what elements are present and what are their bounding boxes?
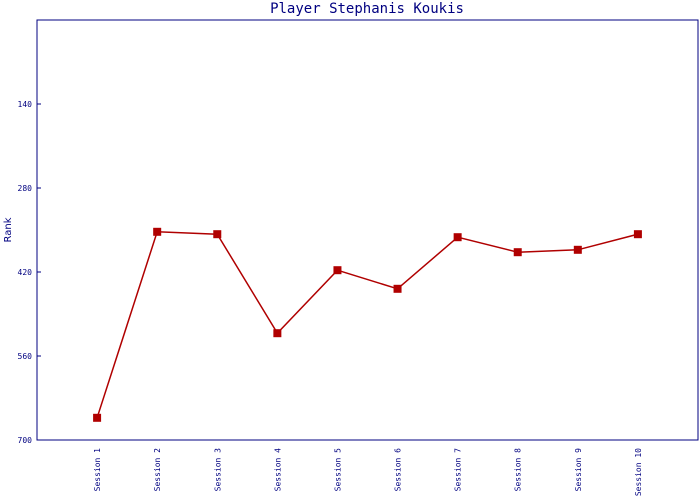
line [96, 231, 639, 419]
x-tick-label: Session 4 [273, 448, 282, 492]
x-tick-label: Session 1 [93, 448, 102, 492]
x-tick-label: Session 8 [514, 448, 523, 492]
marker [273, 329, 282, 338]
x-tick-label: Session 2 [153, 448, 162, 492]
x-tick-label: Session 10 [634, 448, 643, 496]
x-tick-label: Session 6 [394, 448, 403, 492]
marker [93, 413, 102, 422]
y-tick-label: 560 [18, 352, 33, 361]
y-tick-label: 700 [18, 436, 33, 445]
plot-frame [36, 19, 699, 441]
x-tick-label: Session 7 [454, 448, 463, 492]
marker [513, 248, 522, 257]
y-tick-label: 420 [18, 268, 33, 277]
x-tick-label: Session 9 [574, 448, 583, 492]
chart-title: Player Stephanis Koukis [270, 1, 464, 17]
y-tick-label: 280 [18, 184, 33, 193]
marker [213, 230, 222, 239]
marker [333, 266, 342, 275]
marker [453, 233, 462, 242]
x-tick-label: Session 3 [213, 448, 222, 492]
y-tick-label: 140 [18, 100, 33, 109]
y-axis-label: Rank [3, 217, 14, 242]
marker [153, 227, 162, 236]
marker [393, 284, 402, 293]
marker [573, 245, 582, 254]
x-tick-label: Session 5 [333, 448, 342, 492]
marker [633, 230, 642, 239]
